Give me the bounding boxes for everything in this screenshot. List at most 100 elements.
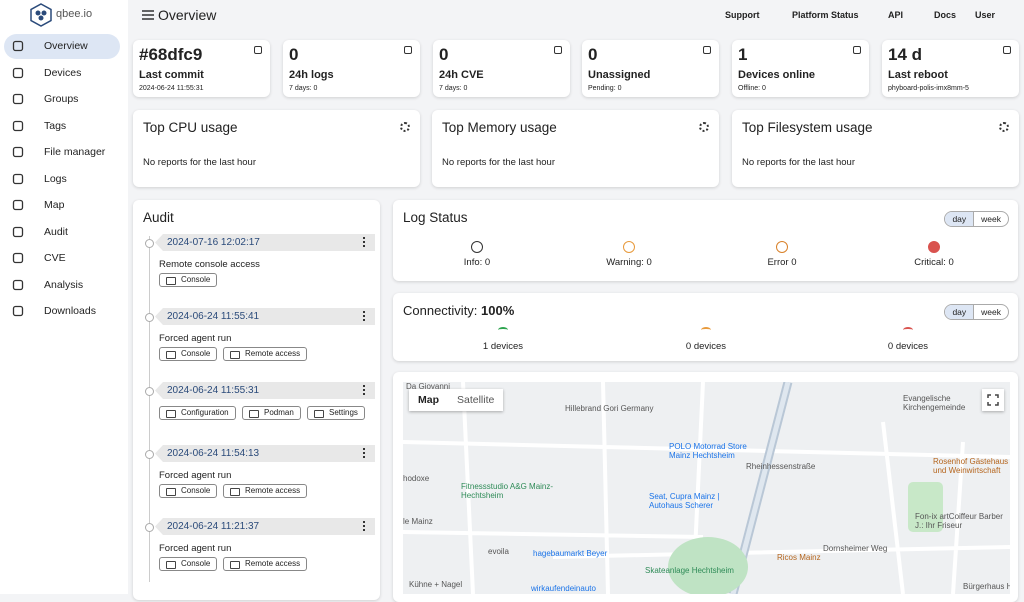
more-icon[interactable] [363,448,365,458]
toggle-day[interactable]: day [945,212,975,226]
usage-text: No reports for the last hour [742,157,855,168]
nav-item[interactable]: Groups [4,87,120,112]
audit-card: Audit 2024-07-16 12:02:17 Remote console … [133,200,380,600]
more-icon[interactable] [363,385,365,395]
map-label: wirkaufendeinauto [531,584,596,593]
stat-card: 1 Devices online Offline: 0 [732,40,869,97]
nav-label: File manager [44,146,106,158]
map[interactable]: Map Satellite Da Giovanni Hillebrand Gori … [403,382,1010,594]
timeline-dot [145,450,154,459]
stat-label: Last commit [139,69,204,81]
usage-title: Top CPU usage [143,120,238,135]
nav-item[interactable]: Tags [4,114,120,139]
map-label: Rheinhessenstraße [746,462,816,471]
nav-item[interactable]: Map [4,193,120,218]
audit-button[interactable]: Console [159,484,218,498]
page-title: Overview [158,7,217,23]
nav-icon [12,305,24,317]
fullscreen-button[interactable] [982,389,1004,411]
map-label: hagebaumarkt Beyer [533,549,608,558]
audit-button[interactable]: Console [159,557,218,571]
stat-card: 0 Unassigned Pending: 0 [582,40,719,97]
nav-icon [12,199,24,211]
header-link[interactable]: Support [725,10,760,20]
nav-label: Overview [44,40,88,52]
nav-label: Groups [44,93,79,105]
toggle-day[interactable]: day [945,305,975,319]
usage-text: No reports for the last hour [442,157,555,168]
timeline-dot [145,387,154,396]
nav-item[interactable]: Logs [4,167,120,192]
nav-icon [12,252,24,264]
stat-sub: 7 days: 0 [289,85,318,92]
toggle[interactable]: day week [944,304,1009,320]
audit-button[interactable]: Remote access [223,347,308,361]
audit-text: Forced agent run [159,470,232,481]
header-link[interactable]: Docs [934,10,957,20]
nav-label: CVE [44,252,66,264]
connectivity-card: Connectivity: 100% day week 1 devices 0 de… [393,293,1018,361]
audit-text: Remote console access [159,259,260,270]
sidebar: qbee.io Overview Devices Groups Tags File ma… [0,0,128,594]
header-link[interactable]: User [975,10,996,20]
wifi-icon [701,327,711,333]
usage-title: Top Memory usage [442,120,557,135]
audit-button[interactable]: Configuration [159,406,236,420]
toggle[interactable]: day week [944,211,1009,227]
timeline-dot [145,523,154,532]
nav-item[interactable]: Overview [4,34,120,59]
more-icon[interactable] [363,237,365,247]
map-label: Evangelische Kirchengemeinde [903,394,966,412]
nav-item[interactable]: CVE [4,246,120,271]
audit-time: 2024-06-24 11:21:37 [155,518,375,535]
log-item: Info: 0 [463,257,491,268]
map-label: le Mainz [403,517,433,526]
stat-label: Last reboot [888,69,948,81]
timeline [149,236,150,582]
settings-icon[interactable] [400,122,410,132]
more-icon[interactable] [363,521,365,531]
usage-card: Top CPU usage No reports for the last hou… [133,110,420,187]
nav-item[interactable]: Audit [4,220,120,245]
connectivity-percent: 100% [481,303,515,318]
nav-item[interactable]: Devices [4,61,120,86]
usage-card: Top Filesystem usage No reports for the l… [732,110,1019,187]
stat-sub: 7 days: 0 [439,85,468,92]
audit-button[interactable]: Console [159,347,218,361]
settings-icon[interactable] [999,122,1009,132]
nav-icon [12,226,24,237]
audit-button[interactable]: Remote access [223,484,308,498]
stat-value: 0 [289,45,299,64]
menu-icon[interactable] [142,10,154,20]
audit-time: 2024-06-24 11:54:13 [155,445,375,462]
nav-item[interactable]: File manager [4,140,120,165]
header-link[interactable]: API [888,10,904,20]
header-link[interactable]: Platform Status [792,10,859,20]
wifi-icon [903,327,913,333]
toggle-week[interactable]: week [981,307,1001,317]
settings-icon[interactable] [699,122,709,132]
stat-icon [404,46,412,54]
log-item: Critical: 0 [914,257,954,268]
nav-icon [12,120,24,131]
stat-value: 1 [738,45,748,64]
audit-button[interactable]: Podman [242,406,301,420]
map-label: Skateanlage Hechtsheim [645,566,734,575]
audit-button[interactable]: Console [159,273,218,287]
toggle-week[interactable]: week [981,214,1001,224]
audit-time: 2024-07-16 12:02:17 [155,234,375,251]
stat-label: 24h CVE [439,69,484,81]
stat-label: 24h logs [289,69,334,81]
audit-time: 2024-06-24 11:55:41 [155,308,375,325]
audit-button[interactable]: Remote access [223,557,308,571]
nav-label: Downloads [44,305,96,317]
map-tab[interactable]: Map [418,394,439,406]
audit-button[interactable]: Settings [307,406,365,420]
map-tab[interactable]: Satellite [457,394,495,406]
nav-label: Analysis [44,278,84,291]
stat-sub: Offline: 0 [738,85,766,92]
more-icon[interactable] [363,311,365,321]
stat-card: #68dfc9 Last commit 2024-06-24 11:55:31 [133,40,270,97]
nav-item[interactable]: Analysis [4,273,120,298]
nav-item[interactable]: Downloads [4,299,120,324]
